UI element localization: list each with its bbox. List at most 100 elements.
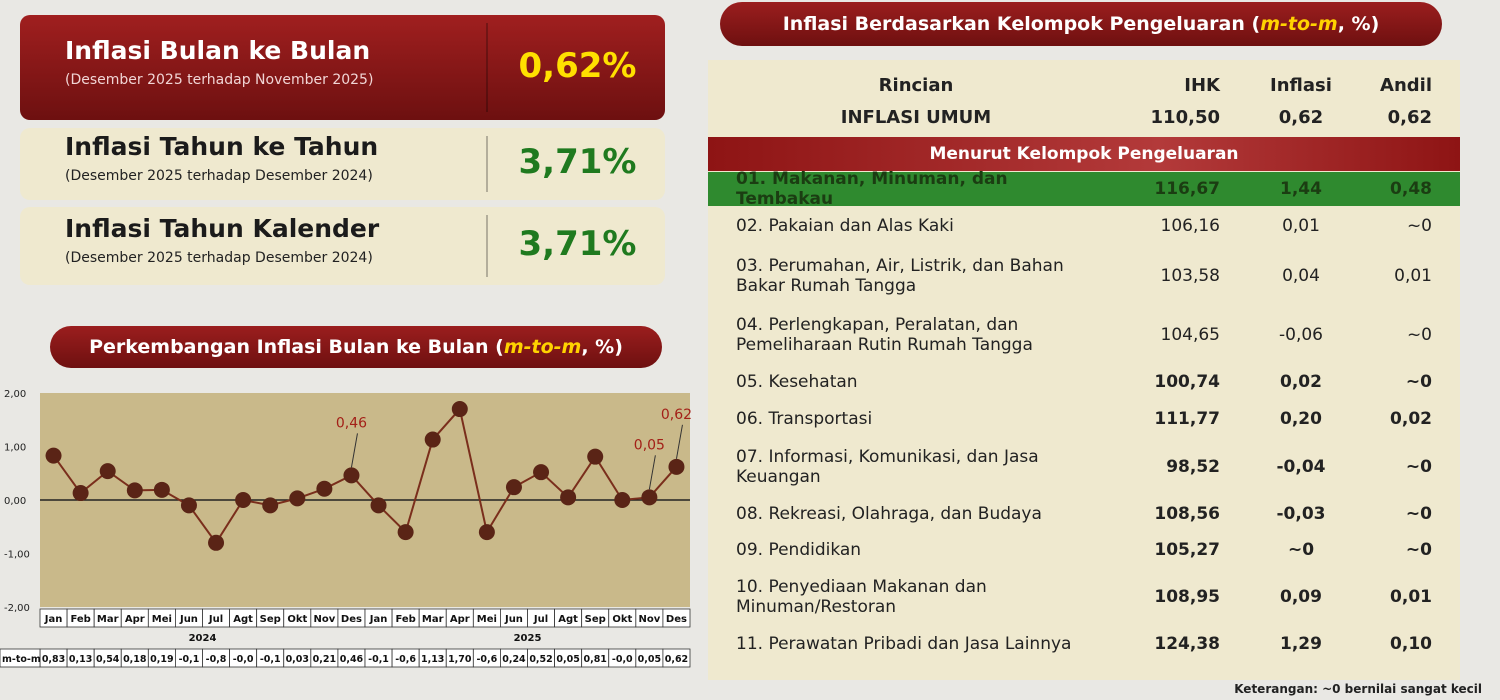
value-label: 1,13: [421, 654, 444, 665]
card-title: Inflasi Tahun ke Tahun: [65, 132, 379, 161]
total-cell: 0,62: [1278, 106, 1324, 128]
point: [668, 458, 685, 475]
y-tick-label: 0,00: [4, 496, 26, 507]
chart-title-part: m-to-m: [503, 336, 582, 358]
card-subtitle: (Desember 2025 terhadap Desember 2024): [65, 250, 373, 266]
card-title: Inflasi Bulan ke Bulan: [65, 35, 371, 65]
x-tick-label: Okt: [287, 614, 307, 625]
y-tick-label: -2,00: [4, 603, 30, 614]
x-tick-label: Agt: [558, 614, 578, 625]
table-cell: 0,48: [1390, 179, 1432, 199]
card-separator: [486, 23, 488, 112]
card-value: 0,62%: [518, 45, 637, 86]
card-separator: [486, 136, 488, 192]
value-label: 0,62: [665, 654, 688, 665]
point: [316, 480, 333, 497]
total-cell: INFLASI UMUM: [840, 106, 992, 128]
value-label: -0,1: [260, 654, 281, 665]
table-cell: ~0: [1287, 540, 1315, 560]
value-label: 0,81: [583, 654, 606, 665]
x-tick-label: Des: [341, 614, 362, 625]
table-cell: 124,38: [1154, 634, 1220, 654]
x-tick-label: Mei: [477, 614, 497, 625]
row-label: m-to-m: [2, 654, 41, 665]
table-row: 09. Pendidikan 105,27 ~0 ~0: [708, 532, 1460, 568]
point: [560, 489, 577, 506]
chart-title: Perkembangan Inflasi Bulan ke Bulan (m-t…: [50, 326, 662, 368]
point: [180, 497, 197, 514]
table-cell: 06. Transportasi: [736, 409, 873, 429]
x-tick-label: Feb: [395, 614, 415, 625]
table-cell: 98,52: [1166, 457, 1220, 477]
table-cell: 108,56: [1154, 504, 1220, 524]
table-cell: ~0: [1406, 325, 1432, 345]
header-row: Rincian IHK Inflasi Andil: [708, 68, 1460, 102]
total-row: INFLASI UMUM 110,50 0,62 0,62: [708, 102, 1460, 132]
table-row: 03. Perumahan, Air, Listrik, dan Bahan B…: [708, 246, 1460, 306]
point: [235, 492, 252, 508]
y-tick-label: 2,00: [4, 389, 26, 400]
point: [289, 490, 306, 507]
table-cell: ~0: [1405, 504, 1432, 524]
table-cell: ~0: [1405, 372, 1432, 392]
table-row: 08. Rekreasi, Olahraga, dan Budaya 108,56…: [708, 496, 1460, 532]
point: [72, 485, 89, 502]
value-label: -0,0: [233, 654, 254, 665]
y-tick-label: -1,00: [4, 550, 30, 561]
table-cell: ~0: [1405, 540, 1432, 560]
value-label: 0,05: [638, 654, 661, 665]
value-label: -0,1: [368, 654, 389, 665]
x-tick-label: Jul: [208, 614, 223, 625]
value-label: -0,1: [179, 654, 200, 665]
table-cell: ~0: [1405, 457, 1432, 477]
x-tick-label: Apr: [450, 614, 470, 625]
value-label: 0,21: [313, 654, 336, 665]
point: [424, 431, 441, 448]
point-label: 0,62: [661, 407, 692, 423]
table-row: 04. Perlengkapan, Peralatan, dan Pemelih…: [708, 306, 1460, 364]
point: [533, 464, 550, 481]
table-cell: 104,65: [1160, 325, 1220, 345]
table-cell: 1,44: [1280, 179, 1322, 199]
table-cell: 108,95: [1154, 587, 1220, 607]
point: [343, 467, 360, 484]
table-cell: 1,29: [1280, 634, 1322, 654]
x-tick-label: Mar: [97, 614, 119, 625]
chart-title-part: Perkembangan Inflasi Bulan ke Bulan (: [89, 336, 504, 358]
point: [587, 448, 604, 465]
summary-card: Inflasi Tahun Kalender (Desember 2025 ter…: [20, 207, 665, 285]
header-cell: Andil: [1380, 74, 1432, 96]
x-tick-label: Nov: [638, 614, 660, 625]
table-title: Inflasi Berdasarkan Kelompok Pengeluaran…: [720, 2, 1442, 46]
x-tick-label: Sep: [260, 614, 281, 625]
value-label: -0,8: [206, 654, 227, 665]
value-label: 0,54: [96, 654, 120, 665]
value-label: 1,70: [448, 654, 472, 665]
point: [208, 534, 225, 551]
card-value: 3,71%: [518, 224, 637, 264]
table-cell: 02. Pakaian dan Alas Kaki: [736, 216, 954, 236]
value-label: -0,6: [395, 654, 416, 665]
card-value: 3,71%: [518, 142, 637, 182]
card-subtitle: (Desember 2025 terhadap Desember 2024): [65, 168, 373, 184]
point: [99, 463, 116, 480]
table-title-part: m-to-m: [1260, 13, 1338, 35]
year-label: 2024: [189, 633, 217, 644]
chart-title-part: , %): [581, 336, 623, 358]
value-label: 0,05: [556, 654, 579, 665]
table-cell: 0,20: [1280, 409, 1322, 429]
total-cell: 0,62: [1387, 106, 1432, 128]
table-cell: ~0: [1406, 216, 1432, 236]
x-tick-label: Okt: [612, 614, 632, 625]
note: Keterangan: ~0 bernilai sangat kecil: [1234, 682, 1482, 696]
value-label: 0,24: [502, 654, 526, 665]
point: [153, 481, 170, 498]
table-row: 06. Transportasi 111,77 0,20 0,02: [708, 400, 1460, 438]
table-cell: 0,02: [1280, 372, 1322, 392]
total-cell: 110,50: [1150, 106, 1220, 128]
value-label: -0,6: [476, 654, 497, 665]
x-tick-label: Mar: [422, 614, 444, 625]
value-cell: [662, 648, 691, 668]
table-cell: 09. Pendidikan: [736, 540, 862, 560]
value-label: 0,83: [42, 654, 65, 665]
